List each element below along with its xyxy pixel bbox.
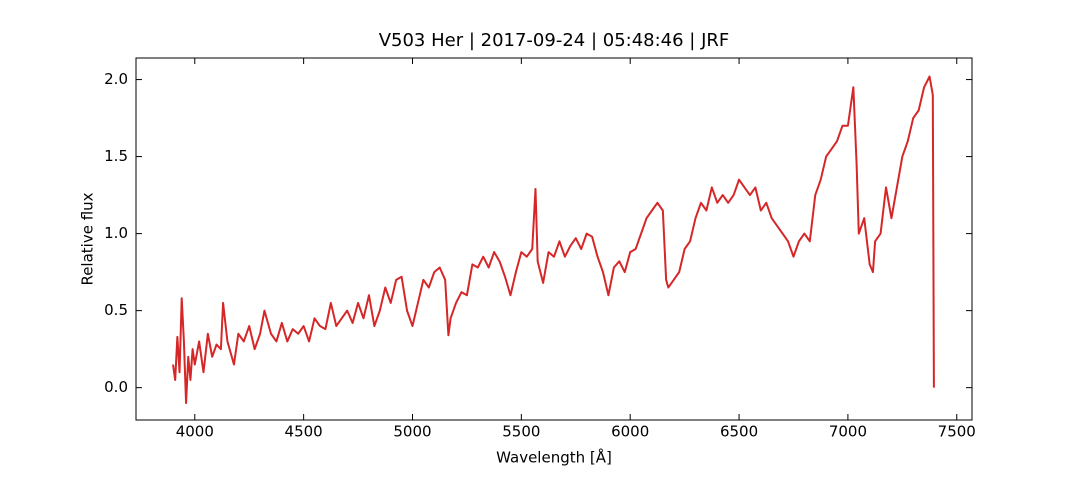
x-tick-label: 4500 xyxy=(285,423,323,441)
y-tick-label: 1.0 xyxy=(104,224,128,242)
plot-frame xyxy=(135,57,973,421)
x-tick-label: 4000 xyxy=(176,423,214,441)
y-tick-label: 2.0 xyxy=(104,70,128,88)
x-tick-label: 7000 xyxy=(829,423,867,441)
y-axis-label: Relative flux xyxy=(79,192,97,285)
x-axis-label: Wavelength [Å] xyxy=(496,448,612,467)
y-tick-label: 1.5 xyxy=(104,147,128,165)
chart-title: V503 Her | 2017-09-24 | 05:48:46 | JRF xyxy=(379,30,730,51)
x-tick-label: 5000 xyxy=(393,423,431,441)
x-tick-label: 6000 xyxy=(611,423,649,441)
y-tick-label: 0.5 xyxy=(104,301,128,319)
x-tick-label: 6500 xyxy=(720,423,758,441)
x-tick-label: 7500 xyxy=(938,423,976,441)
x-tick-label: 5500 xyxy=(502,423,540,441)
y-tick-label: 0.0 xyxy=(104,378,128,396)
spectrum-line xyxy=(172,75,935,405)
